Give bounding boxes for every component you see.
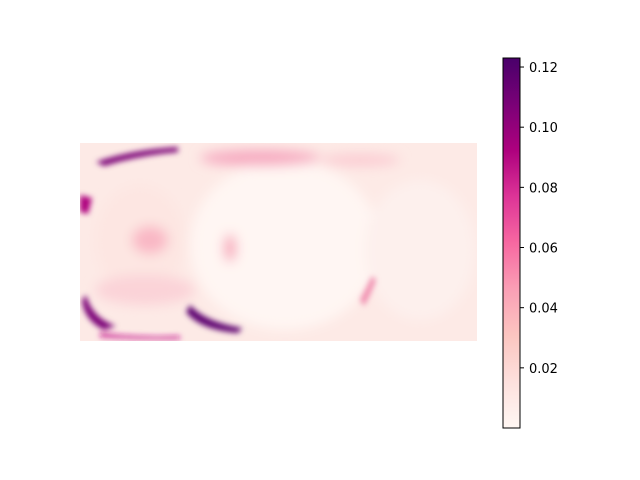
colorbar-ticks: 0.02 0.04 0.06 0.08 0.10 0.12 xyxy=(520,61,558,377)
colorbar-frame xyxy=(502,57,521,429)
blob-left-center xyxy=(132,226,168,254)
colorbar-fill xyxy=(503,58,520,428)
hotspot-top-left xyxy=(96,147,178,166)
blob-top-band xyxy=(200,150,320,166)
blob-lower-left-ring xyxy=(95,275,195,305)
colorbar-tick-label: 0.02 xyxy=(529,362,558,377)
blob-top-right-band xyxy=(320,154,400,166)
heatmap-texture xyxy=(95,150,475,330)
hotspot-bottom-band xyxy=(100,333,180,340)
hotspot-left-edge xyxy=(80,195,92,214)
colorbar-tick-label: 0.04 xyxy=(529,302,558,317)
heatmap-hotspots xyxy=(80,147,376,340)
colorbar: 0.02 0.04 0.06 0.08 0.10 0.12 xyxy=(502,57,558,429)
colorbar-tick-label: 0.10 xyxy=(529,121,558,136)
colorbar-tick-label: 0.12 xyxy=(529,61,558,76)
blob-mid-left xyxy=(224,234,236,262)
blob-center-light xyxy=(190,160,380,330)
hotspot-bottom-center xyxy=(186,305,242,333)
colorbar-tick-label: 0.06 xyxy=(529,242,558,257)
hotspot-right-lower xyxy=(360,276,376,306)
hotspot-bottom-left xyxy=(82,295,116,330)
colorbar-tick-label: 0.08 xyxy=(529,181,558,196)
heatmap-image xyxy=(80,143,477,341)
blob-right-light xyxy=(365,180,475,320)
